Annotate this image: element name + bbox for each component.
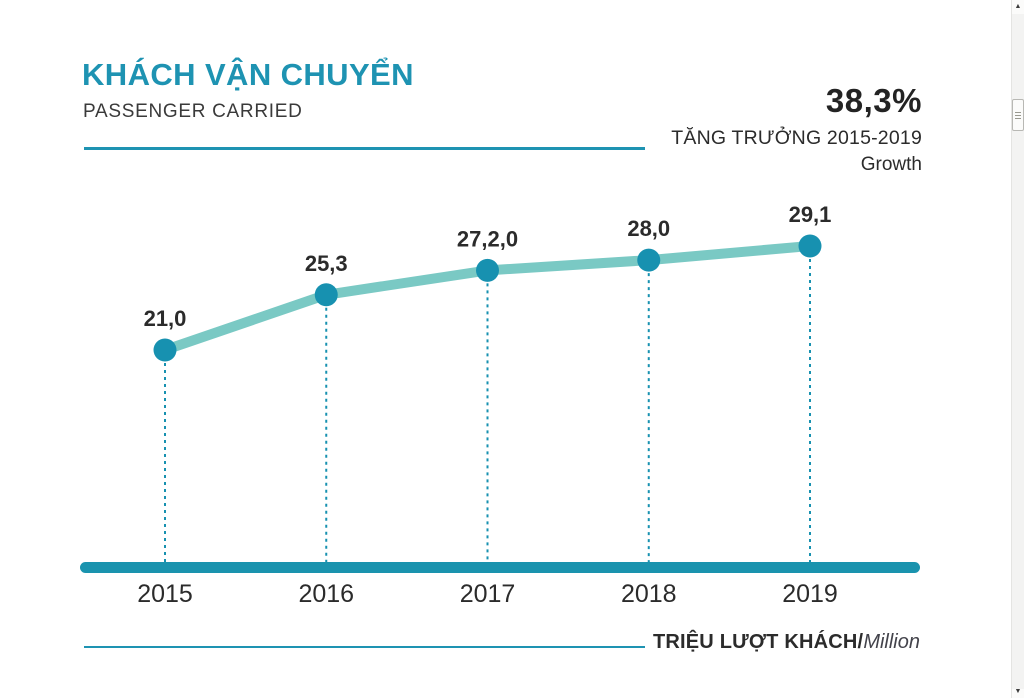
page-subtitle: PASSENGER CARRIED xyxy=(83,101,303,122)
data-point-label-2019: 29,1 xyxy=(789,202,832,227)
data-point-2018 xyxy=(637,248,661,272)
data-point-label-2015: 21,0 xyxy=(144,306,187,331)
growth-block: 38,3% TĂNG TRƯỞNG 2015-2019 Growth xyxy=(671,82,922,176)
footer-divider xyxy=(84,646,645,648)
x-axis-bar xyxy=(80,562,920,573)
x-tick-2015: 2015 xyxy=(137,580,193,608)
scrollbar-up-button[interactable]: ▲ xyxy=(1012,0,1024,14)
scrollbar[interactable]: ▲ ▼ xyxy=(1011,0,1024,698)
data-point-label-2017: 27,2,0 xyxy=(457,226,518,251)
scrollbar-down-button[interactable]: ▼ xyxy=(1012,689,1024,698)
data-point-2017 xyxy=(476,258,499,282)
unit-label-vi: TRIỆU LƯỢT KHÁCH/ xyxy=(652,631,864,653)
unit-label-en: Million xyxy=(863,631,920,653)
page-title: KHÁCH VẬN CHUYỂN xyxy=(82,57,414,92)
data-point-2015 xyxy=(153,338,177,362)
growth-label-en: Growth xyxy=(860,153,922,175)
data-point-label-2018: 28,0 xyxy=(627,216,670,241)
scrollbar-thumb[interactable] xyxy=(1012,99,1024,131)
x-tick-2016: 2016 xyxy=(298,580,354,608)
data-point-label-2016: 25,3 xyxy=(305,251,348,276)
x-tick-2017: 2017 xyxy=(460,580,516,608)
x-tick-2018: 2018 xyxy=(621,580,677,608)
unit-label: TRIỆU LƯỢT KHÁCH/Million xyxy=(653,631,920,654)
data-point-2019 xyxy=(798,234,822,258)
growth-value: 38,3% xyxy=(825,82,922,119)
up-arrow-icon: ▲ xyxy=(1014,3,1022,10)
header-divider xyxy=(84,147,645,150)
data-point-2016 xyxy=(314,283,338,307)
growth-label-vi: TĂNG TRƯỞNG 2015-2019 xyxy=(671,126,922,149)
down-arrow-icon: ▼ xyxy=(1014,689,1022,695)
x-tick-2019: 2019 xyxy=(782,580,838,608)
